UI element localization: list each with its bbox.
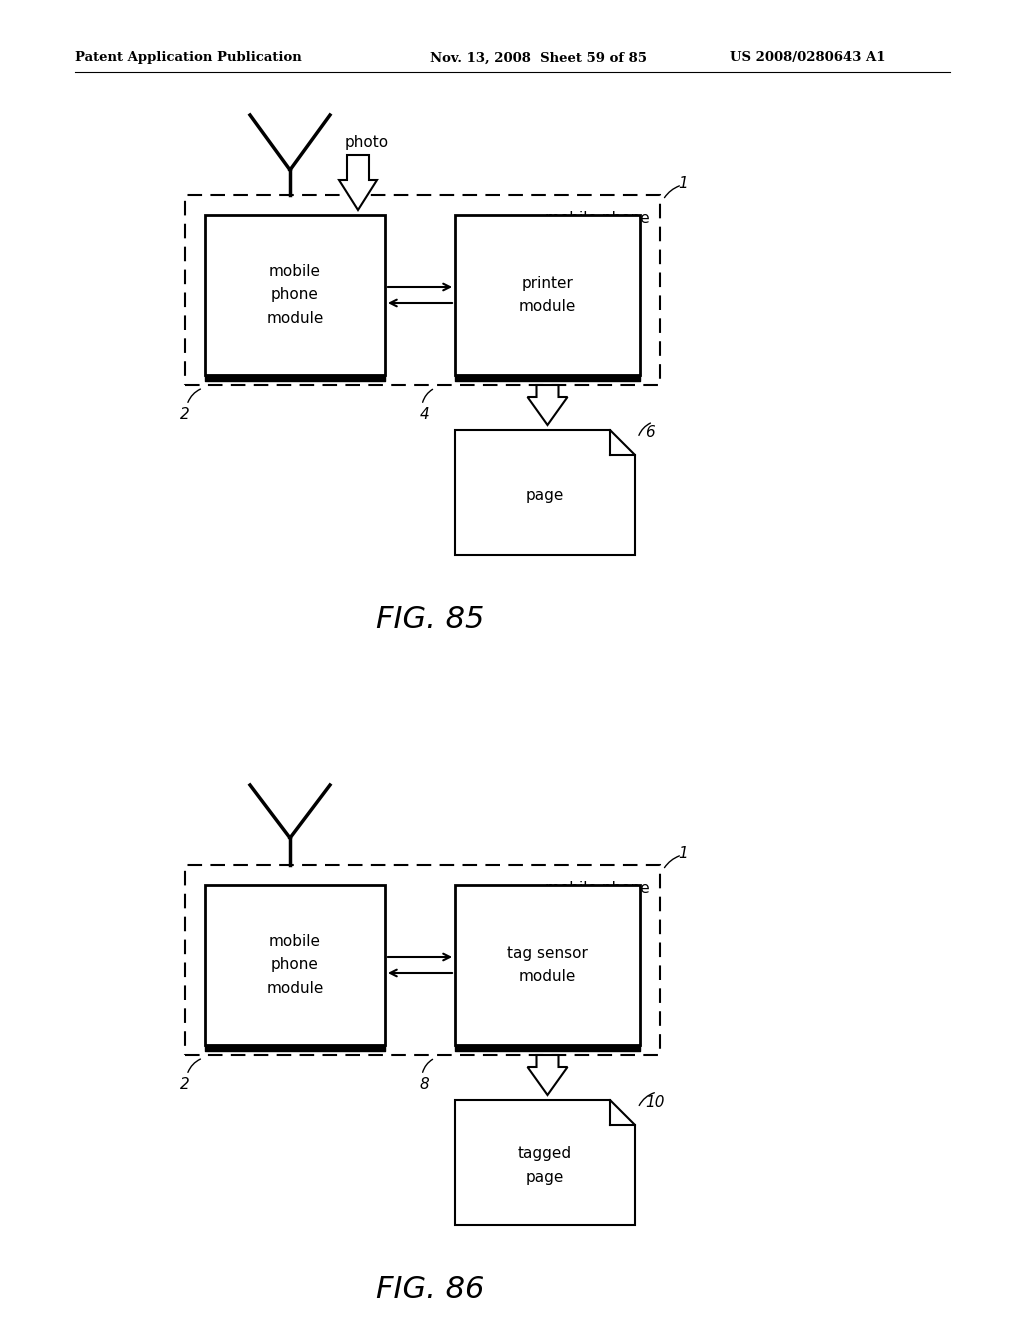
- Text: mobile
phone
module: mobile phone module: [266, 264, 324, 326]
- Text: tagged
page: tagged page: [518, 1146, 572, 1185]
- Bar: [455, 215, 640, 375]
- Text: FIG. 86: FIG. 86: [376, 1275, 484, 1304]
- Text: 10: 10: [645, 1096, 665, 1110]
- Text: Patent Application Publication: Patent Application Publication: [75, 51, 302, 65]
- Polygon shape: [455, 1100, 635, 1225]
- Text: printer
module: printer module: [519, 276, 577, 314]
- Bar: [205, 215, 385, 375]
- Text: 1: 1: [678, 846, 688, 861]
- Polygon shape: [527, 1055, 567, 1096]
- Text: mobile phone: mobile phone: [545, 211, 650, 226]
- Polygon shape: [339, 154, 377, 210]
- Text: photo: photo: [345, 136, 389, 150]
- Text: 2: 2: [180, 1077, 189, 1092]
- Polygon shape: [527, 385, 567, 425]
- Bar: [205, 884, 385, 1045]
- Text: 8: 8: [420, 1077, 430, 1092]
- Text: FIG. 85: FIG. 85: [376, 606, 484, 635]
- Text: mobile
phone
module: mobile phone module: [266, 935, 324, 995]
- Text: 6: 6: [645, 425, 654, 440]
- Bar: [185, 195, 660, 385]
- Text: 2: 2: [180, 407, 189, 422]
- Text: mobile phone: mobile phone: [545, 880, 650, 896]
- Text: Nov. 13, 2008  Sheet 59 of 85: Nov. 13, 2008 Sheet 59 of 85: [430, 51, 647, 65]
- Polygon shape: [455, 430, 635, 554]
- Text: US 2008/0280643 A1: US 2008/0280643 A1: [730, 51, 886, 65]
- Text: 4: 4: [420, 407, 430, 422]
- Bar: [455, 884, 640, 1045]
- Text: tag sensor
module: tag sensor module: [507, 946, 588, 985]
- Text: page: page: [525, 488, 564, 503]
- Bar: [185, 865, 660, 1055]
- Text: 1: 1: [678, 176, 688, 190]
